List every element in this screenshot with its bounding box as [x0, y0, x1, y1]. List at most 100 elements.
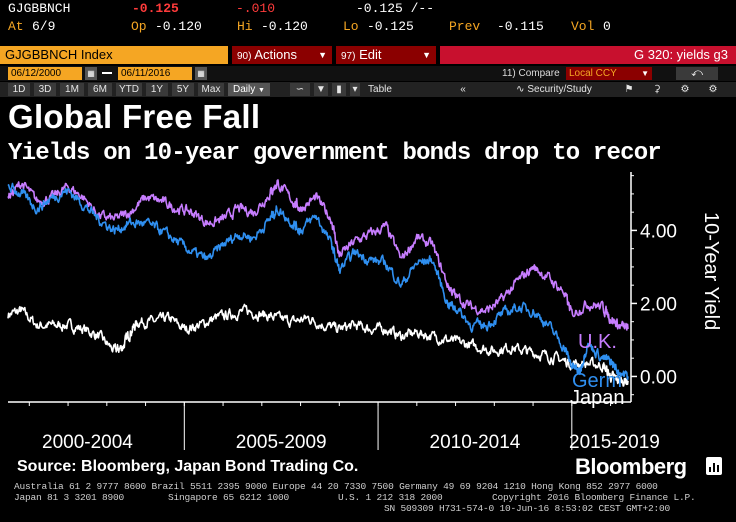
brand-logo-text: Bloomberg	[575, 454, 687, 479]
compare-label: Compare	[518, 68, 560, 79]
double-chevron-left-icon[interactable]: «	[448, 83, 478, 96]
footer-copyright: Copyright 2016 Bloomberg Finance L.P.	[492, 492, 696, 503]
dropdown-arrow-icon: ▼	[641, 69, 649, 78]
zoom-icon[interactable]: ⚳	[648, 83, 666, 96]
currency-value: Local CCY	[569, 68, 617, 79]
calendar-icon[interactable]: ▦	[195, 67, 207, 80]
range-1d[interactable]: 1D	[8, 83, 30, 96]
x-period-label: 2005-2009	[236, 432, 327, 453]
series-line-japan	[7, 303, 629, 387]
footer-contacts-japan: Japan 81 3 3201 8900	[14, 492, 125, 503]
series-label-germany: Germ	[572, 370, 622, 392]
prev-value: -0.115	[497, 19, 544, 34]
bid-ask: -0.125 /--	[356, 1, 435, 16]
range-bar: 1D 3D 1M 6M YTD 1Y 5Y Max Daily ▼ ∽ ▼ ▮ …	[0, 82, 736, 97]
range-max[interactable]: Max	[198, 83, 224, 96]
open-value: -0.120	[155, 19, 202, 34]
series-line-uk	[7, 179, 629, 331]
range-1y-label: 1Y	[150, 84, 164, 95]
security-study-label: Security/Study	[527, 84, 592, 95]
security-field[interactable]: GJGBBNCH Index	[0, 46, 228, 64]
line-chart-icon[interactable]: ∽	[290, 83, 310, 96]
series-label-uk: U.K.	[578, 331, 617, 353]
series-label-japan: Japan	[570, 387, 625, 409]
dropdown-arrow-icon: ▼	[258, 87, 265, 94]
period-value: Daily	[233, 84, 256, 95]
series-layer	[7, 179, 629, 387]
chart-title: Global Free Fall	[8, 98, 261, 135]
dropdown-arrow-icon: ▼	[422, 50, 431, 60]
footer-contacts-singapore: Singapore 65 6212 1000	[168, 492, 290, 503]
end-date-value: 06/11/2016	[121, 68, 171, 79]
security-field-text: GJGBBNCH Index	[5, 47, 113, 62]
footer-session-info: SN 509309 H731-574-0 10-Jun-16 8:53:02 C…	[384, 503, 671, 514]
edit-label: Edit	[359, 47, 382, 62]
compare-button[interactable]: 11) Compare	[502, 67, 564, 80]
chart-type-dropdown-icon[interactable]: ▼	[314, 83, 328, 96]
high-value: -0.120	[261, 19, 308, 34]
security-study-button[interactable]: ∿ Security/Study	[506, 83, 602, 96]
page-code-text: G 320: yields g3	[634, 47, 728, 62]
range-ytd-label: YTD	[119, 84, 139, 95]
footer-contacts-line1: Australia 61 2 9777 8600 Brazil 5511 239…	[14, 481, 658, 492]
range-1y[interactable]: 1Y	[146, 83, 168, 96]
at-value: 6/9	[32, 19, 56, 34]
end-date-input[interactable]: 06/11/2016	[118, 67, 192, 80]
source-note: Source: Bloomberg, Japan Bond Trading Co…	[17, 458, 359, 475]
y-tick-label: 0.00	[640, 367, 677, 388]
settings-gear-icon[interactable]: ⚙	[704, 83, 722, 96]
y-tick-label: 2.00	[640, 294, 677, 315]
edit-menu[interactable]: 97) Edit ▼	[336, 46, 436, 64]
calendar-icon[interactable]: ▦	[85, 67, 97, 80]
range-ytd[interactable]: YTD	[116, 83, 142, 96]
volume-value: 0	[603, 19, 611, 34]
dropdown-arrow-icon: ▼	[318, 50, 327, 60]
range-1m[interactable]: 1M	[60, 83, 84, 96]
start-date-input[interactable]: 06/12/2000	[8, 67, 82, 80]
compare-num: 11)	[502, 68, 516, 79]
date-range-dash	[102, 72, 112, 74]
table-label: Table	[368, 84, 392, 95]
footer-contacts-us: U.S. 1 212 318 2000	[338, 492, 443, 503]
range-6m[interactable]: 6M	[88, 83, 112, 96]
range-1d-label: 1D	[12, 84, 26, 95]
last-price: -0.125	[132, 1, 179, 16]
range-max-label: Max	[201, 84, 221, 95]
y-tick-label: 4.00	[640, 221, 677, 242]
label-clip-mask	[629, 362, 635, 407]
bar-chart-icon[interactable]: ▮	[332, 83, 346, 96]
quote-row-primary: GJGBBNCH -0.125 -.010 -0.125 /--	[0, 0, 736, 17]
settings-dropdown-icon[interactable]: ▾	[350, 83, 360, 96]
x-period-label: 2015-2019	[569, 432, 660, 453]
range-5y-label: 5Y	[176, 84, 190, 95]
x-period-label: 2010-2014	[430, 432, 521, 453]
range-3d[interactable]: 3D	[34, 83, 56, 96]
back-arrow-icon[interactable]: ⤺	[676, 67, 718, 80]
series-line-germany	[7, 182, 629, 381]
currency-select[interactable]: Local CCY ▼	[566, 67, 652, 80]
actions-menu[interactable]: 90) Actions ▼	[232, 46, 332, 64]
edit-num: 97	[341, 51, 353, 62]
open-label: Op	[131, 19, 147, 34]
range-6m-label: 6M	[93, 84, 107, 95]
date-bar: 06/12/2000 ▦ 06/11/2016 ▦ 11) Compare Lo…	[0, 66, 736, 81]
start-date-value: 06/12/2000	[11, 68, 62, 79]
range-1m-label: 1M	[65, 84, 79, 95]
chart-subtitle: Yields on 10-year government bonds drop …	[8, 140, 662, 167]
price-change: -.010	[236, 1, 276, 16]
prev-label: Prev	[449, 19, 481, 34]
volume-label: Vol	[571, 19, 595, 34]
command-bar: GJGBBNCH Index 90) Actions ▼ 97) Edit ▼ …	[0, 46, 736, 64]
period-select[interactable]: Daily ▼	[228, 83, 270, 96]
at-label: At	[8, 19, 24, 34]
flag-icon[interactable]: ⚑	[620, 83, 638, 96]
low-label: Lo	[343, 19, 359, 34]
gear-icon[interactable]: ⚙	[676, 83, 694, 96]
low-value: -0.125	[367, 19, 414, 34]
range-5y[interactable]: 5Y	[172, 83, 194, 96]
table-button[interactable]: Table	[362, 83, 398, 96]
actions-label: Actions	[254, 47, 298, 62]
page-code: G 320: yields g3	[440, 46, 736, 64]
high-label: Hi	[237, 19, 253, 34]
